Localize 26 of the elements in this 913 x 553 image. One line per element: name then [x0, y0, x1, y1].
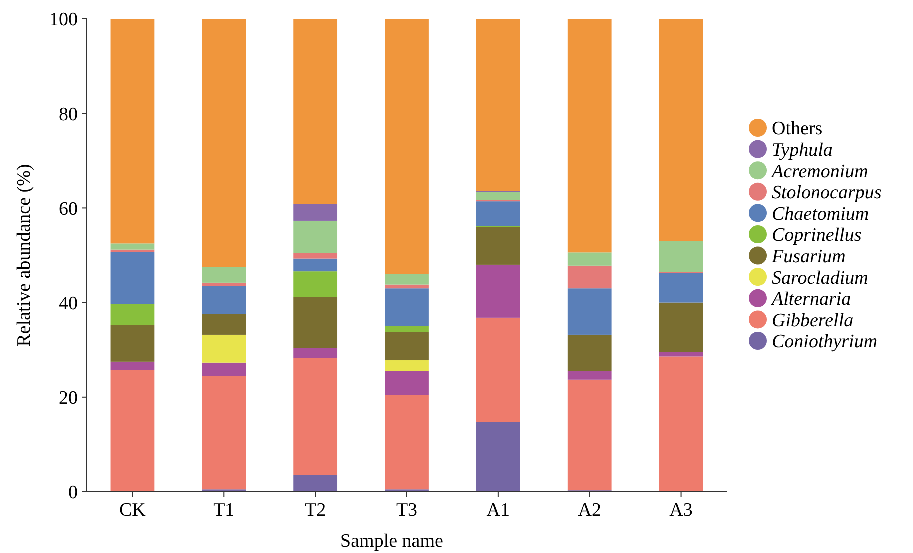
legend-label: Alternaria	[770, 289, 852, 310]
x-tick-label: A1	[486, 500, 510, 521]
legend-label: Chaetomium	[772, 204, 870, 225]
y-tick-label: 80	[59, 104, 78, 126]
legend-label: Fusarium	[771, 246, 846, 268]
y-tick-label: 100	[50, 10, 78, 31]
x-tick-label: T2	[305, 500, 326, 521]
y-tick-label: 20	[59, 388, 78, 410]
legend-label: Coniothyrium	[772, 332, 878, 353]
x-tick-label: A2	[578, 500, 602, 521]
legend-label: Stolonocarpus	[772, 182, 882, 204]
y-tick-label: 60	[59, 198, 78, 220]
x-tick-label: T1	[214, 500, 235, 521]
y-axis-title: Relative abundance (%)	[14, 164, 35, 347]
x-tick-label: A3	[670, 500, 693, 521]
legend-label: Sarocladium	[772, 268, 868, 289]
x-tick-label: CK	[120, 500, 146, 521]
legend-label: Typhula	[772, 140, 833, 161]
legend-label: Coprinellus	[772, 225, 862, 246]
legend-label: Gibberella	[772, 310, 854, 332]
y-tick-label: 40	[59, 293, 78, 314]
legend-label: Others	[772, 118, 823, 140]
x-tick-label: T3	[396, 500, 418, 521]
y-tick-label: 0	[68, 482, 78, 504]
legend-label: Acremonium	[770, 161, 868, 182]
x-axis-title: Sample name	[340, 531, 444, 552]
